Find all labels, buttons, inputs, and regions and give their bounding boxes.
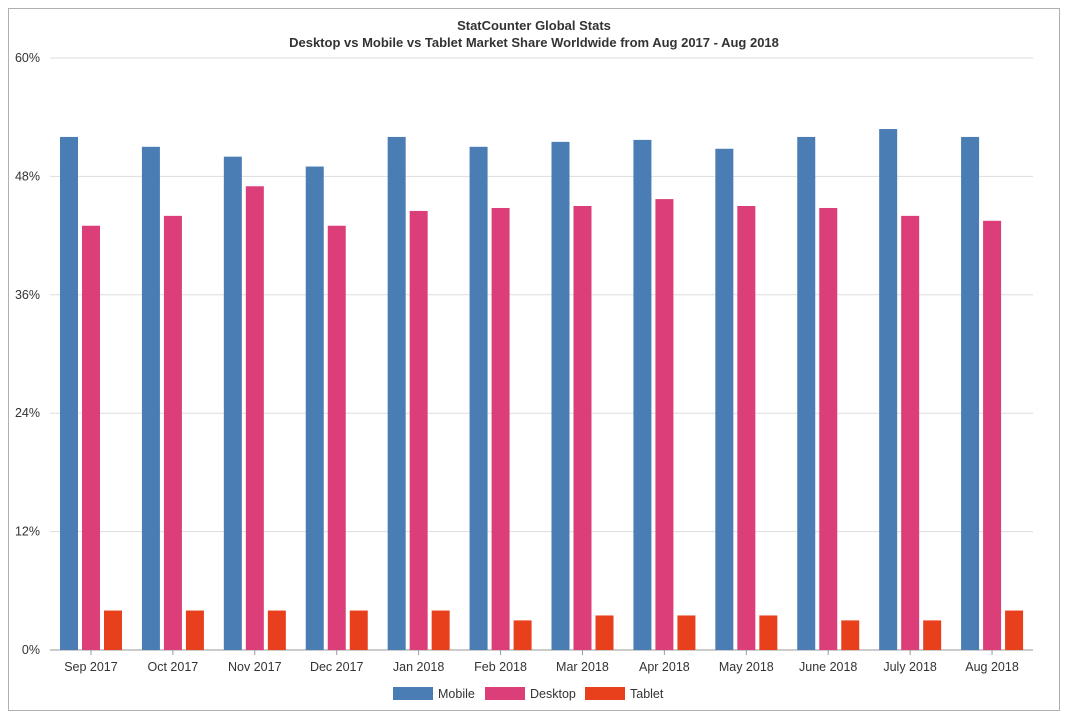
bar-desktop-oct-2017[interactable] (163, 215, 182, 650)
bar-desktop-feb-2018[interactable] (491, 207, 510, 650)
legend-item-mobile[interactable]: Mobile (393, 687, 475, 701)
bar-tablet-june-2018[interactable] (841, 620, 860, 650)
bar-mobile-nov-2017[interactable] (223, 156, 242, 650)
bar-tablet-apr-2018[interactable] (677, 615, 696, 650)
legend-label: Desktop (530, 687, 576, 701)
legend-swatch (585, 687, 625, 700)
x-tick-label: Aug 2018 (965, 660, 1019, 674)
bar-tablet-july-2018[interactable] (923, 620, 942, 650)
legend-label: Tablet (630, 687, 664, 701)
bar-desktop-july-2018[interactable] (901, 215, 920, 650)
x-axis: Sep 2017 Oct 2017 Nov 2017 Dec 2017 Jan 2018… (64, 650, 1019, 674)
bar-desktop-aug-2018[interactable] (983, 220, 1002, 651)
legend-item-tablet[interactable]: Tablet (585, 687, 664, 701)
chart-subtitle: Desktop vs Mobile vs Tablet Market Share… (289, 35, 779, 50)
y-tick-label: 36% (15, 288, 40, 302)
bar-tablet-feb-2018[interactable] (513, 620, 532, 650)
x-tick-label: Dec 2017 (310, 660, 364, 674)
y-tick-label: 60% (15, 51, 40, 65)
plot-area (60, 129, 1024, 651)
bar-mobile-jan-2018[interactable] (387, 136, 406, 650)
bar-desktop-jan-2018[interactable] (409, 210, 428, 650)
x-tick-label: Apr 2018 (639, 660, 690, 674)
grid (50, 57, 1033, 651)
x-tick-label: July 2018 (883, 660, 937, 674)
x-tick-label: Jan 2018 (393, 660, 444, 674)
bar-mobile-july-2018[interactable] (879, 129, 898, 651)
legend[interactable]: Mobile Desktop Tablet (393, 687, 664, 701)
bar-mobile-feb-2018[interactable] (469, 146, 488, 651)
chart-title: StatCounter Global Stats (457, 18, 611, 33)
bar-mobile-dec-2017[interactable] (305, 166, 324, 651)
bar-tablet-jan-2018[interactable] (431, 610, 450, 650)
bar-mobile-may-2018[interactable] (715, 148, 734, 651)
bar-desktop-may-2018[interactable] (737, 206, 756, 650)
x-tick-label: Nov 2017 (228, 660, 282, 674)
legend-swatch (485, 687, 525, 700)
x-tick-label: Oct 2017 (148, 660, 199, 674)
y-tick-label: 24% (15, 406, 40, 420)
x-tick-label: Feb 2018 (474, 660, 527, 674)
x-tick-label: Mar 2018 (556, 660, 609, 674)
bar-desktop-sep-2017[interactable] (82, 225, 100, 650)
bar-desktop-mar-2018[interactable] (573, 206, 592, 650)
bar-mobile-aug-2018[interactable] (961, 136, 980, 650)
y-tick-label: 12% (15, 525, 40, 539)
y-tick-label: 0% (22, 643, 40, 657)
bar-mobile-oct-2017[interactable] (141, 146, 160, 651)
bar-mobile-apr-2018[interactable] (633, 139, 652, 651)
legend-label: Mobile (438, 687, 475, 701)
bar-desktop-june-2018[interactable] (819, 207, 838, 650)
y-axis: 0% 12% 24% 36% 48% 60% (15, 51, 40, 657)
bar-desktop-dec-2017[interactable] (327, 225, 346, 650)
bar-tablet-nov-2017[interactable] (267, 610, 286, 650)
x-tick-label: Sep 2017 (64, 660, 118, 674)
bar-tablet-oct-2017[interactable] (185, 610, 204, 650)
bar-tablet-dec-2017[interactable] (349, 610, 368, 650)
bar-mobile-mar-2018[interactable] (551, 141, 570, 650)
x-tick-label: June 2018 (799, 660, 857, 674)
bar-tablet-may-2018[interactable] (759, 615, 778, 650)
legend-item-desktop[interactable]: Desktop (485, 687, 576, 701)
x-tick-label: May 2018 (719, 660, 774, 674)
legend-swatch (393, 687, 433, 700)
bar-tablet-aug-2018[interactable] (1005, 610, 1024, 650)
bar-mobile-june-2018[interactable] (797, 136, 816, 650)
bar-desktop-apr-2018[interactable] (655, 199, 674, 651)
bar-desktop-nov-2017[interactable] (245, 186, 264, 650)
bar-tablet-mar-2018[interactable] (595, 615, 614, 650)
bar-mobile-sep-2017[interactable] (60, 136, 78, 650)
bar-tablet-sep-2017[interactable] (104, 610, 122, 650)
y-tick-label: 48% (15, 169, 40, 183)
